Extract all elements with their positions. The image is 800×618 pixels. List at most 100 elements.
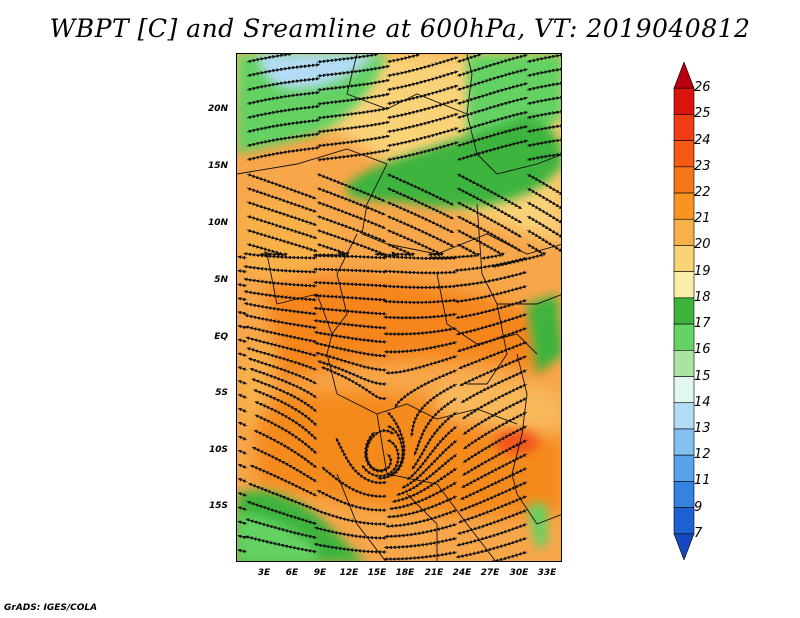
colorbar-cell [673, 323, 695, 351]
colorbar-cell [673, 114, 695, 141]
streamline [237, 478, 248, 483]
streamline [246, 118, 321, 134]
colorbar-cell [673, 218, 695, 246]
streamline [526, 152, 561, 162]
streamline [245, 518, 318, 540]
x-tick-label: 33E [537, 568, 557, 578]
streamline [454, 256, 528, 272]
streamline [243, 290, 318, 302]
warm-spot [495, 430, 539, 454]
streamline [316, 92, 391, 106]
streamline [313, 526, 387, 540]
y-tick-label: 15N [207, 161, 228, 171]
streamline [454, 270, 528, 288]
streamline [246, 54, 293, 64]
streamline [383, 269, 458, 275]
colorbar [673, 62, 695, 560]
x-tick-label: 9E [313, 568, 327, 578]
streamline [312, 254, 388, 260]
streamline [383, 284, 458, 290]
streamlines [237, 54, 561, 561]
streamline [526, 54, 561, 64]
streamline [455, 536, 528, 559]
colorbar-label: 18 [694, 289, 711, 305]
streamline [316, 64, 391, 78]
wbpt-field-map [237, 54, 561, 561]
streamline [383, 550, 458, 561]
colorbar-label: 25 [694, 106, 711, 122]
x-tick-label: 3E [257, 568, 271, 578]
streamline [237, 449, 248, 455]
colorbar-cells [673, 62, 695, 560]
streamline [246, 146, 320, 162]
y-tick-label: 10S [208, 445, 228, 455]
streamline [237, 408, 248, 413]
colorbar-cell [673, 402, 695, 430]
x-tick-label: 15E [367, 568, 387, 578]
streamline [246, 228, 318, 253]
colorbar-label: 9 [694, 499, 703, 515]
streamline [383, 254, 458, 261]
colorbar-label: 17 [694, 316, 711, 332]
streamline [313, 330, 388, 344]
streamline [313, 280, 388, 288]
streamline [526, 95, 561, 106]
colorbar-cell [673, 428, 695, 456]
colorbar-label: 20 [694, 237, 711, 253]
streamline [526, 138, 561, 148]
streamline [316, 54, 379, 64]
streamline [313, 542, 387, 554]
streamline [313, 293, 388, 302]
streamline [237, 435, 248, 441]
y-tick-label: EQ [214, 332, 228, 342]
colorbar-cell [673, 271, 695, 299]
map-panel [236, 53, 562, 562]
streamline [237, 366, 248, 372]
plot-title: WBPT [C] and Sreamline at 600hPa, VT: 20… [49, 14, 751, 43]
streamline [316, 78, 391, 92]
streamline [384, 522, 458, 539]
colorbar-label: 23 [694, 158, 711, 174]
colorbar-cell [673, 192, 695, 220]
x-tick-label: 6E [285, 568, 299, 578]
colorbar-label: 14 [694, 394, 711, 410]
streamline [314, 509, 388, 526]
colorbar-label: 15 [694, 368, 711, 384]
y-tick-label: 5S [215, 388, 228, 398]
colorbar-cell [673, 350, 695, 377]
streamline [383, 312, 458, 320]
streamline [246, 132, 320, 148]
streamline [246, 77, 321, 92]
streamline [316, 228, 387, 256]
colorbar-cell [673, 376, 695, 404]
colorbar-cell [673, 454, 695, 482]
streamline [526, 124, 561, 134]
y-tick-label: 5N [214, 275, 228, 285]
colorbar-cell [673, 481, 695, 508]
streamline [486, 550, 528, 561]
streamline [237, 506, 248, 512]
streamline [316, 148, 391, 162]
streamline [243, 302, 318, 316]
colorbar-cell [673, 507, 695, 535]
streamline [316, 120, 391, 134]
colorbar-label: 7 [694, 525, 703, 541]
colorbar-cell [673, 533, 695, 560]
streamline [316, 106, 391, 120]
x-tick-label: 12E [339, 568, 359, 578]
x-tick-label: 18E [395, 568, 415, 578]
streamline [237, 394, 248, 399]
y-tick-label: 20N [207, 104, 228, 114]
footer-credit: GrADS: IGES/COLA [4, 603, 98, 613]
streamline [316, 134, 391, 148]
x-tick-label: 27E [480, 568, 500, 578]
streamline [526, 110, 561, 120]
colorbar-cell [673, 87, 695, 115]
streamline [526, 81, 561, 92]
streamline [383, 326, 458, 336]
x-tick-label: 21E [424, 568, 444, 578]
colorbar-label: 13 [694, 420, 711, 436]
streamline [526, 229, 561, 253]
colorbar-cell [673, 245, 695, 272]
colorbar-cell [673, 62, 695, 89]
